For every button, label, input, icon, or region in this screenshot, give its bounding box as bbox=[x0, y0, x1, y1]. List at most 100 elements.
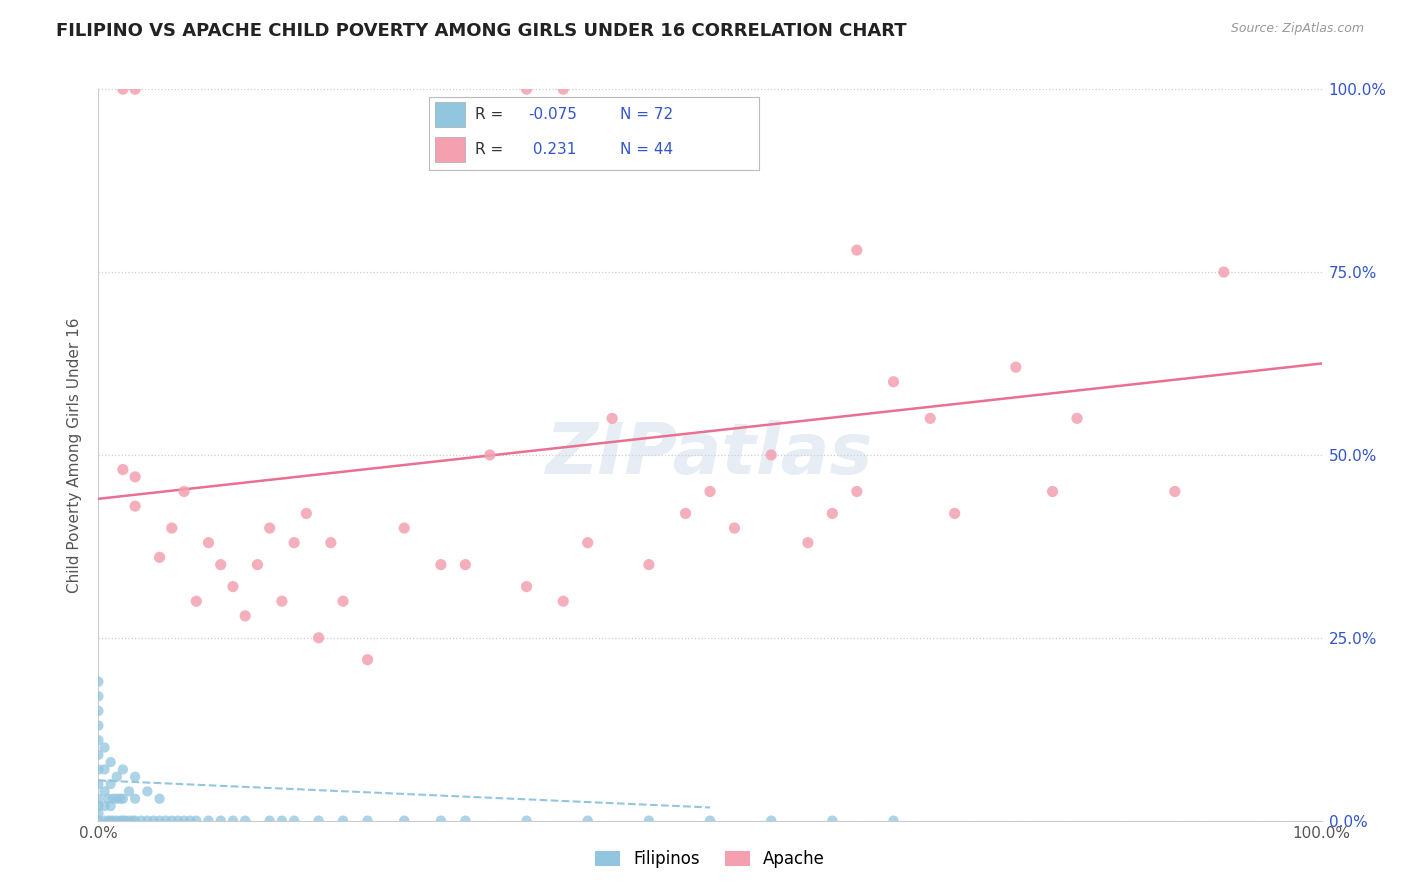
Point bbox=[943, 507, 966, 521]
Point bbox=[93, 740, 115, 755]
Point bbox=[160, 521, 183, 535]
Point bbox=[319, 535, 342, 549]
Point bbox=[332, 594, 354, 608]
Point bbox=[149, 814, 172, 828]
Point bbox=[87, 799, 110, 814]
Point bbox=[93, 814, 115, 828]
Point bbox=[101, 791, 124, 805]
Point bbox=[270, 594, 294, 608]
Point bbox=[883, 814, 905, 828]
Point bbox=[308, 814, 330, 828]
Point bbox=[87, 674, 110, 689]
Point bbox=[87, 814, 110, 828]
Point bbox=[87, 747, 110, 762]
Point bbox=[87, 777, 110, 791]
Point bbox=[93, 763, 115, 777]
Point bbox=[675, 507, 697, 521]
Point bbox=[87, 806, 110, 821]
Text: FILIPINO VS APACHE CHILD POVERTY AMONG GIRLS UNDER 16 CORRELATION CHART: FILIPINO VS APACHE CHILD POVERTY AMONG G… bbox=[56, 22, 907, 40]
Point bbox=[259, 814, 281, 828]
Point bbox=[105, 791, 128, 805]
Point bbox=[93, 799, 115, 814]
Point bbox=[392, 814, 416, 828]
Point bbox=[222, 814, 245, 828]
Point bbox=[87, 791, 110, 805]
Legend: Filipinos, Apache: Filipinos, Apache bbox=[588, 843, 832, 874]
Point bbox=[93, 784, 115, 798]
Point bbox=[392, 521, 416, 535]
Point bbox=[259, 521, 281, 535]
Point bbox=[149, 791, 172, 805]
Point bbox=[638, 814, 661, 828]
Point bbox=[118, 784, 141, 798]
Point bbox=[124, 770, 146, 784]
Point bbox=[723, 521, 745, 535]
Y-axis label: Child Poverty Among Girls Under 16: Child Poverty Among Girls Under 16 bbox=[67, 318, 83, 592]
Point bbox=[124, 499, 146, 513]
Point bbox=[478, 448, 501, 462]
Point bbox=[136, 784, 159, 798]
Point bbox=[105, 770, 128, 784]
Point bbox=[111, 82, 134, 96]
Point bbox=[87, 704, 110, 718]
Point bbox=[114, 814, 136, 828]
Point bbox=[186, 594, 208, 608]
Point bbox=[97, 791, 120, 805]
Point bbox=[136, 814, 159, 828]
Point bbox=[142, 814, 165, 828]
Point bbox=[920, 411, 942, 425]
Point bbox=[100, 799, 122, 814]
Text: Source: ZipAtlas.com: Source: ZipAtlas.com bbox=[1230, 22, 1364, 36]
Point bbox=[87, 733, 110, 747]
Point bbox=[124, 791, 146, 805]
Point bbox=[100, 814, 122, 828]
Point bbox=[761, 448, 783, 462]
Point bbox=[233, 608, 256, 623]
Point bbox=[129, 814, 152, 828]
Point bbox=[100, 755, 122, 769]
Point bbox=[160, 814, 183, 828]
Point bbox=[111, 462, 134, 476]
Point bbox=[87, 763, 110, 777]
Point bbox=[124, 814, 146, 828]
Point bbox=[430, 814, 453, 828]
Point bbox=[454, 814, 477, 828]
Point bbox=[356, 814, 378, 828]
Point bbox=[699, 484, 721, 499]
Point bbox=[155, 814, 177, 828]
Point bbox=[121, 814, 143, 828]
Point bbox=[845, 484, 868, 499]
Point bbox=[454, 558, 477, 572]
Point bbox=[283, 535, 305, 549]
Point bbox=[1212, 265, 1234, 279]
Point bbox=[845, 243, 868, 257]
Point bbox=[209, 558, 232, 572]
Point bbox=[553, 82, 575, 96]
Point bbox=[638, 558, 661, 572]
Point bbox=[246, 558, 269, 572]
Point bbox=[1066, 411, 1088, 425]
Point bbox=[515, 814, 537, 828]
Point bbox=[179, 814, 201, 828]
Point bbox=[110, 814, 132, 828]
Point bbox=[173, 484, 195, 499]
Point bbox=[186, 814, 208, 828]
Point bbox=[233, 814, 256, 828]
Point bbox=[111, 791, 134, 805]
Point bbox=[797, 535, 820, 549]
Point bbox=[124, 82, 146, 96]
Point bbox=[149, 550, 172, 565]
Point bbox=[118, 814, 141, 828]
Point bbox=[197, 814, 219, 828]
Point bbox=[110, 791, 132, 805]
Point bbox=[295, 507, 318, 521]
Point bbox=[515, 580, 537, 594]
Point bbox=[1042, 484, 1064, 499]
Text: ZIPatlas: ZIPatlas bbox=[547, 420, 873, 490]
Point bbox=[1004, 360, 1026, 375]
Point bbox=[124, 470, 146, 484]
Point bbox=[87, 690, 110, 704]
Point bbox=[821, 814, 844, 828]
Point bbox=[173, 814, 195, 828]
Point bbox=[97, 814, 120, 828]
